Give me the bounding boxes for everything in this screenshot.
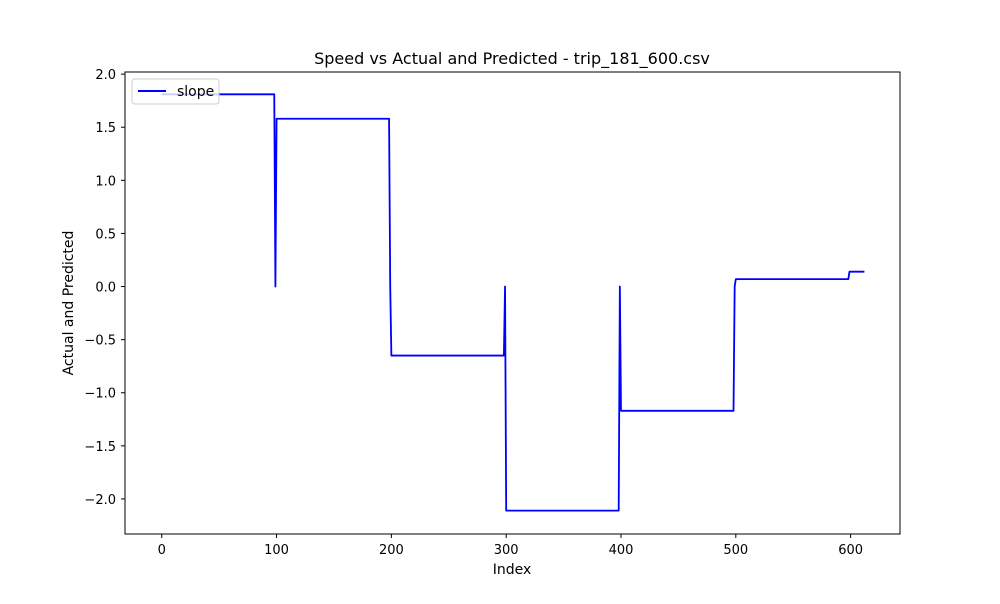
legend-frame [131,78,220,105]
plot-area-frame [124,71,901,535]
x-tick-label: 500 [723,543,748,558]
x-tick-label: 100 [264,543,289,558]
y-tick-label: 1.0 [95,174,116,189]
x-tick-label: 400 [609,543,634,558]
x-axis-ticks: 0 100 200 300 400 500 600 [158,534,863,558]
x-axis-label: Index [493,562,532,578]
y-tick-label: −1.5 [84,440,116,455]
y-tick-label: 2.0 [95,68,116,83]
y-axis-label: Actual and Predicted [61,231,77,376]
y-tick-label: 1.5 [95,121,116,136]
x-tick-label: 0 [158,543,166,558]
legend-label-slope: slope [177,84,214,100]
x-tick-label: 600 [838,543,863,558]
y-tick-label: 0.0 [95,281,116,296]
data-layer [161,93,865,512]
legend: slope [131,78,220,105]
x-tick-label: 300 [494,543,519,558]
y-tick-label: −1.0 [84,387,116,402]
series-line-slope [161,93,865,512]
y-tick-label: 0.5 [95,227,116,242]
x-tick-label: 200 [379,543,404,558]
y-tick-label: −2.0 [84,493,116,508]
y-tick-label: −0.5 [84,334,116,349]
y-axis-ticks: −2.0 −1.5 −1.0 −0.5 0.0 0.5 1.0 1.5 2.0 [84,68,125,508]
chart-title: Speed vs Actual and Predicted - trip_181… [314,49,710,69]
